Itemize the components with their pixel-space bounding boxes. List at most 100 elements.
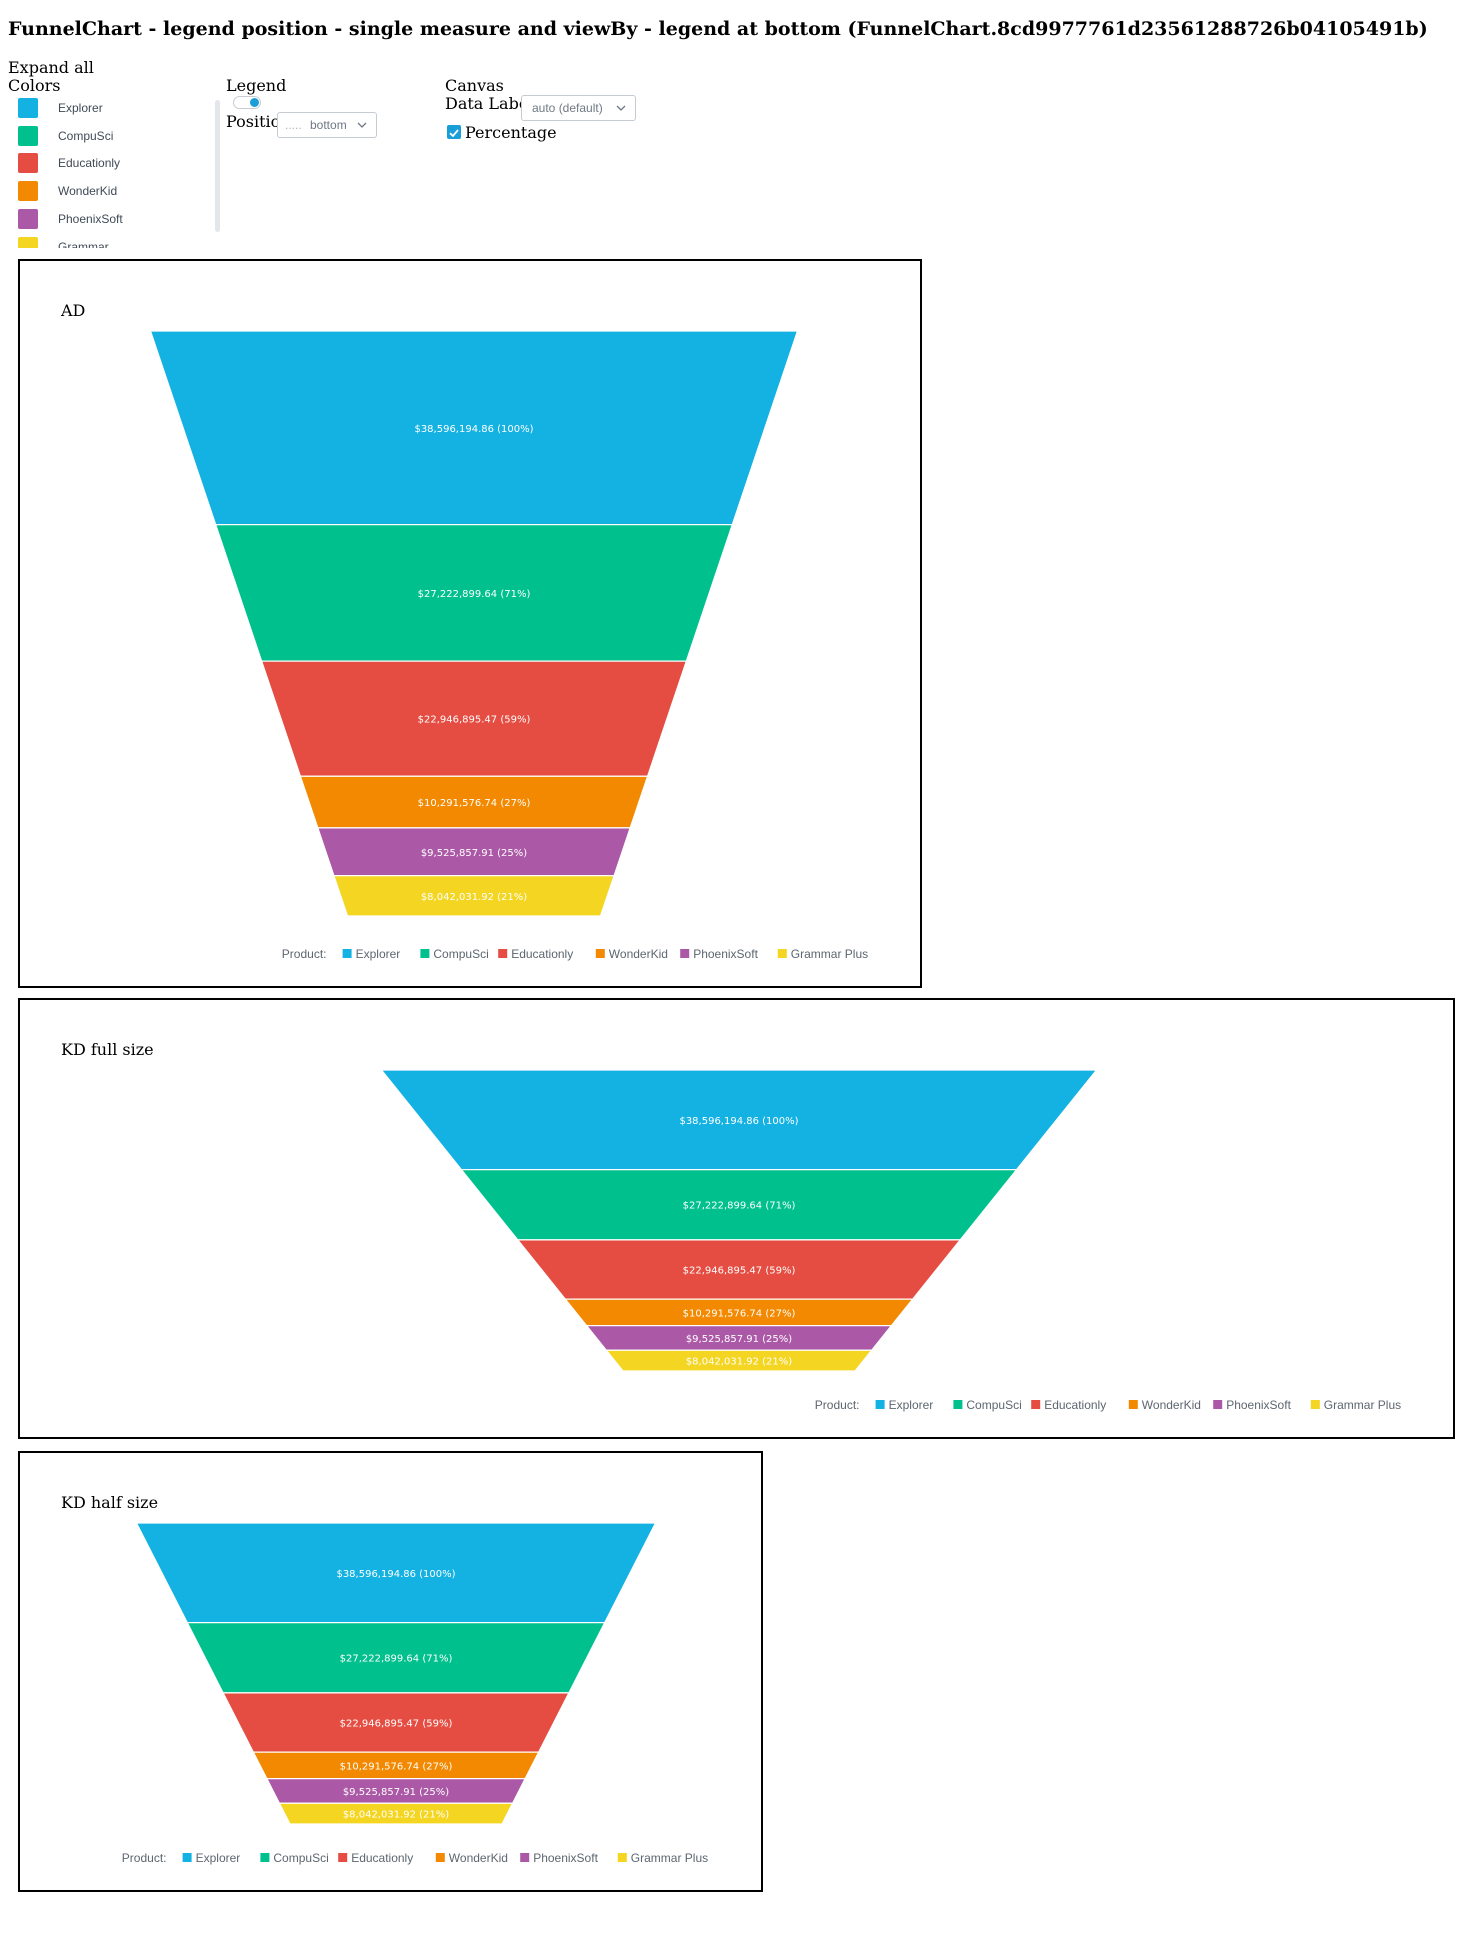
funnel-data-label: $27,222,899.64 (71%): [340, 1654, 453, 1665]
legend-toggle[interactable]: [233, 96, 261, 109]
data-labels-dropdown[interactable]: auto (default): [521, 95, 636, 121]
color-item-label: Explorer: [58, 101, 103, 115]
color-swatch[interactable]: [18, 98, 38, 118]
legend-swatch[interactable]: [595, 949, 605, 958]
funnel-data-label: $22,946,895.47 (59%): [683, 1265, 796, 1276]
funnel-data-label: $22,946,895.47 (59%): [340, 1718, 453, 1729]
legend-swatch[interactable]: [680, 949, 690, 958]
legend-item-label[interactable]: CompuSci: [433, 947, 488, 961]
color-item-label: CompuSci: [58, 128, 114, 143]
legend-swatch[interactable]: [617, 1853, 627, 1862]
funnel-data-label: $8,042,031.92 (21%): [343, 1810, 449, 1821]
legend-item-label[interactable]: CompuSci: [273, 1851, 328, 1865]
page-title: FunnelChart - legend position - single m…: [8, 18, 1428, 40]
funnel-data-label: $9,525,857.91 (25%): [421, 848, 527, 859]
funnel-data-label: $38,596,194.86 (100%): [336, 1569, 455, 1580]
funnel-data-label: $8,042,031.92 (21%): [686, 1357, 792, 1368]
legend-swatch[interactable]: [520, 1853, 530, 1862]
legend-item-label[interactable]: Grammar Plus: [1324, 1398, 1401, 1412]
legend-item-label[interactable]: PhoenixSoft: [533, 1851, 598, 1865]
funnel-data-label: $38,596,194.86 (100%): [414, 424, 533, 435]
color-item-label: PhoenixSoft: [58, 211, 123, 226]
legend-item-label[interactable]: PhoenixSoft: [693, 947, 758, 961]
legend-swatch[interactable]: [1128, 1400, 1138, 1409]
funnel-segment-grammar-plus[interactable]: [278, 1802, 514, 1825]
color-item-label: WonderKid: [58, 184, 118, 199]
funnel-data-label: $9,525,857.91 (25%): [686, 1334, 792, 1345]
legend-item-label[interactable]: WonderKid: [1142, 1398, 1201, 1412]
funnel-segment-grammar-plus[interactable]: [605, 1349, 873, 1372]
legend-swatch[interactable]: [342, 949, 352, 958]
legend-item-label[interactable]: Educationly: [351, 1851, 413, 1865]
chart-panel-kd-half: KD half size $38,596,194.86 (100%) $27,22…: [18, 1451, 763, 1892]
color-swatch[interactable]: [18, 153, 38, 174]
color-swatch[interactable]: [18, 181, 38, 202]
chevron-down-icon: [616, 105, 626, 111]
legend-item-label[interactable]: WonderKid: [449, 1851, 508, 1865]
legend-item-label[interactable]: CompuSci: [966, 1398, 1021, 1412]
chevron-down-icon: [357, 122, 367, 128]
funnel-data-label: $10,291,576.74 (27%): [683, 1308, 796, 1319]
legend-heading: Legend: [226, 76, 287, 95]
legend-item-label[interactable]: Educationly: [1044, 1398, 1106, 1412]
legend-title: Product:: [282, 947, 327, 961]
percentage-label: Percentage: [465, 123, 557, 142]
funnel-chart: $38,596,194.86 (100%) $27,222,899.64 (71%…: [380, 1069, 1401, 1412]
funnel-data-label: $27,222,899.64 (71%): [683, 1201, 796, 1212]
legend-item-label[interactable]: Educationly: [511, 947, 573, 961]
legend-item-label[interactable]: Explorer: [356, 947, 401, 961]
chart-title: KD full size: [61, 1040, 154, 1059]
chart-legend: Product: Explorer CompuSci Educationly Wonde…: [282, 947, 868, 961]
legend-swatch[interactable]: [1310, 1400, 1320, 1409]
color-item-label: Grammar Plus: [58, 239, 109, 249]
colors-scrollbar[interactable]: [215, 100, 220, 232]
color-item-label: Educationly: [58, 156, 121, 171]
legend-swatch[interactable]: [435, 1853, 445, 1862]
expand-all-link[interactable]: Expand all: [8, 58, 94, 77]
funnel-segment-grammar-plus[interactable]: [333, 875, 615, 917]
legend-item-label[interactable]: Grammar Plus: [631, 1851, 708, 1865]
chart-panel-ad: AD $38,596,194.86 (100%) $27,222,899.64 (…: [18, 259, 922, 988]
canvas-heading: Canvas: [445, 76, 504, 95]
color-swatch[interactable]: [18, 236, 38, 248]
legend-item-label[interactable]: WonderKid: [609, 947, 668, 961]
legend-swatch[interactable]: [1031, 1400, 1041, 1409]
chart-legend: Product: Explorer CompuSci Educationly Wonde…: [815, 1398, 1401, 1412]
colors-list-scroll-area[interactable]: Explorer CompuSci Educationly WonderKid Phoe…: [8, 93, 218, 248]
legend-swatch[interactable]: [420, 949, 430, 958]
funnel-data-label: $22,946,895.47 (59%): [418, 715, 531, 726]
position-dropdown[interactable]: ..... bottom: [277, 112, 377, 138]
funnel-data-label: $9,525,857.91 (25%): [343, 1787, 449, 1798]
chart-title: AD: [61, 301, 86, 320]
position-dropdown-prefix: .....: [285, 118, 302, 132]
legend-swatch[interactable]: [777, 949, 787, 958]
legend-swatch[interactable]: [1213, 1400, 1223, 1409]
legend-swatch[interactable]: [338, 1853, 348, 1862]
funnel-data-label: $8,042,031.92 (21%): [421, 892, 527, 903]
color-swatch[interactable]: [18, 125, 38, 146]
legend-item-label[interactable]: PhoenixSoft: [1226, 1398, 1291, 1412]
funnel-data-label: $10,291,576.74 (27%): [418, 798, 531, 809]
position-dropdown-value: bottom: [310, 118, 347, 132]
funnel-chart: $38,596,194.86 (100%) $27,222,899.64 (71%…: [149, 330, 868, 961]
legend-item-label[interactable]: Grammar Plus: [791, 947, 868, 961]
legend-swatch[interactable]: [260, 1853, 270, 1862]
data-labels-dropdown-value: auto (default): [532, 101, 603, 115]
legend-swatch[interactable]: [953, 1400, 963, 1409]
funnel-chart: $38,596,194.86 (100%) $27,222,899.64 (71%…: [122, 1522, 708, 1865]
legend-item-label[interactable]: Explorer: [196, 1851, 241, 1865]
legend-title: Product:: [122, 1851, 167, 1865]
legend-swatch[interactable]: [498, 949, 508, 958]
data-labels-label: Data Labels: [445, 94, 542, 113]
position-label: Position: [226, 112, 291, 131]
legend-swatch[interactable]: [182, 1853, 192, 1862]
legend-toggle-knob: [250, 98, 259, 107]
legend-title: Product:: [815, 1398, 860, 1412]
colors-heading: Colors: [8, 76, 61, 95]
chart-legend: Product: Explorer CompuSci Educationly Wonde…: [122, 1851, 708, 1865]
legend-swatch[interactable]: [875, 1400, 885, 1409]
color-swatch[interactable]: [18, 208, 38, 229]
funnel-data-label: $10,291,576.74 (27%): [340, 1761, 453, 1772]
percentage-checkbox[interactable]: [447, 125, 461, 139]
legend-item-label[interactable]: Explorer: [889, 1398, 934, 1412]
